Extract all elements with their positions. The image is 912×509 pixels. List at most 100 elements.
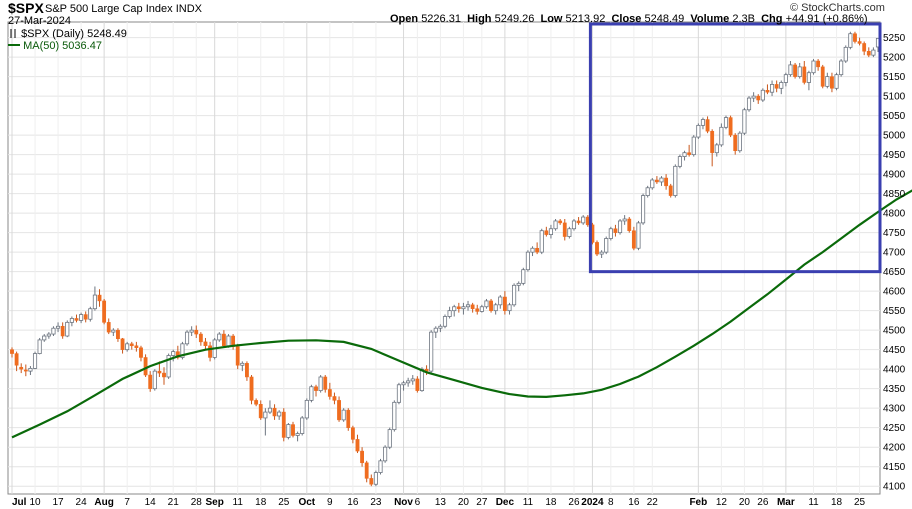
candle-body [613, 228, 618, 233]
ma-legend-icon [8, 44, 20, 46]
candle-body [802, 66, 807, 83]
ma50-line [11, 189, 912, 439]
x-tick-label: 2024 [581, 497, 604, 508]
x-tick-label: Jul [12, 497, 27, 508]
candle-body [751, 95, 756, 99]
candle-body [705, 119, 710, 132]
x-tick-label: 6 [415, 497, 421, 508]
candle-body [28, 367, 33, 372]
x-tick-label: Sep [206, 497, 224, 508]
candle-body [834, 74, 839, 89]
candle-body [116, 329, 120, 339]
exchange-label: INDX [175, 3, 202, 15]
candle-body [581, 216, 586, 224]
candle-body [42, 335, 47, 341]
legend-price-label: $SPX (Daily) 5248.49 [21, 28, 127, 40]
open-value: 5226.31 [421, 13, 461, 25]
chg-value: +44.91 (+0.86%) [785, 13, 868, 25]
y-tick-label: 4150 [883, 462, 906, 473]
close-value: 5248.49 [644, 13, 685, 25]
x-tick-label: 13 [435, 497, 447, 508]
candle-body [553, 220, 558, 230]
candle-body [788, 64, 793, 76]
x-tick-label: 25 [278, 497, 290, 508]
candle-body [498, 296, 503, 306]
candle-body [429, 331, 434, 372]
ticker-name: S&P 500 Large Cap Index INDX [45, 3, 202, 15]
x-tick-label: 8 [608, 497, 614, 508]
candle-body [857, 41, 862, 44]
candle-body [687, 152, 692, 155]
candle-body [719, 126, 724, 146]
x-tick-label: 23 [370, 497, 382, 508]
candle-body [37, 339, 42, 354]
candle-body [733, 134, 738, 151]
candle-body [700, 119, 706, 126]
candle-body [475, 308, 480, 312]
y-tick-label: 5050 [883, 111, 906, 122]
x-tick-label: 20 [458, 497, 470, 508]
candle-body [853, 33, 857, 42]
candle-body [576, 220, 581, 224]
chg-label: Chg [761, 13, 783, 25]
candle-body [544, 230, 549, 235]
x-tick-label: 24 [76, 497, 88, 508]
candle-body [189, 329, 194, 333]
candle-body [74, 318, 79, 321]
x-tick-label: Oct [298, 497, 315, 508]
candle-body [641, 195, 646, 224]
y-tick-label: 5150 [883, 72, 906, 83]
candle-body [530, 247, 535, 253]
candle-body [263, 411, 268, 419]
candle-body [746, 97, 752, 111]
candle-body [341, 409, 346, 421]
candle-body [820, 66, 825, 87]
y-tick-label: 5200 [883, 53, 906, 64]
candle-body [383, 446, 388, 462]
candle-body [364, 462, 369, 479]
candle-body [360, 450, 364, 464]
candle-body [816, 60, 821, 68]
candle-body [871, 49, 876, 56]
x-tick-label: 11 [523, 497, 534, 508]
candle-body [645, 187, 650, 196]
candle-body [548, 228, 554, 235]
x-tick-label: 9 [327, 497, 333, 508]
candle-body [203, 341, 208, 347]
candle-body [839, 60, 844, 76]
candle-body [521, 269, 526, 284]
x-tick-label: 25 [854, 497, 866, 508]
candle-body [32, 353, 38, 369]
y-tick-label: 4750 [883, 228, 906, 239]
candle-body [571, 220, 577, 230]
candle-body [396, 384, 401, 403]
legend-ma-label: MA(50) 5036.47 [23, 40, 102, 52]
candle-body [162, 372, 166, 378]
candle-body [608, 228, 613, 239]
y-tick-label: 4550 [883, 306, 906, 317]
candle-body [673, 165, 678, 196]
grid [7, 21, 881, 495]
candle-body [866, 51, 871, 56]
candle-body [281, 411, 286, 438]
candle-body [378, 460, 383, 473]
candle-body [23, 369, 28, 372]
x-tick-label: 21 [168, 497, 180, 508]
candle-body [46, 333, 51, 337]
candle-body [102, 300, 107, 323]
candle-body [369, 478, 374, 485]
candle-body [714, 144, 719, 154]
candle-body [51, 327, 56, 335]
candle-body [723, 117, 729, 128]
x-tick-label: 16 [628, 497, 640, 508]
x-tick-label: Nov [394, 497, 413, 508]
candle-body [737, 132, 742, 152]
candle-body [710, 130, 715, 153]
candle-body [56, 325, 61, 329]
candle-body [401, 382, 406, 386]
candle-body [120, 338, 125, 350]
candle-body [825, 76, 830, 87]
candle-body [447, 310, 452, 317]
candle-body [410, 378, 415, 382]
candle-body [779, 82, 784, 89]
